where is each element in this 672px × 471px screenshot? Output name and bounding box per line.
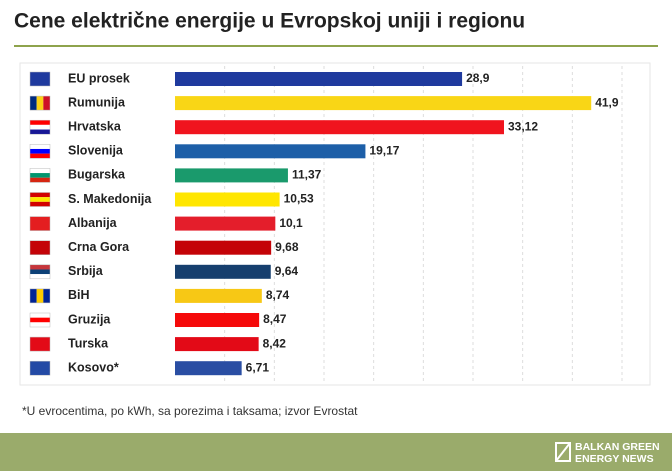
flag-border bbox=[29, 216, 51, 231]
bar bbox=[175, 192, 280, 207]
bar bbox=[175, 288, 262, 303]
logo-text: BALKAN GREEN bbox=[575, 441, 660, 453]
bar bbox=[175, 337, 259, 352]
flag-border bbox=[29, 240, 51, 255]
flag-stripe bbox=[30, 177, 50, 183]
y-tick-label: Kosovo* bbox=[68, 360, 119, 374]
data-label: 9,64 bbox=[275, 264, 299, 278]
footnote: *U evrocentima, po kWh, sa porezima i ta… bbox=[22, 404, 358, 418]
y-tick-label: Gruzija bbox=[68, 312, 111, 326]
flag-stripe bbox=[43, 288, 50, 303]
logo-icon bbox=[555, 442, 571, 462]
flag-stripe bbox=[30, 240, 50, 255]
data-label: 11,37 bbox=[292, 168, 322, 182]
flag-stripe bbox=[30, 148, 50, 154]
flag-stripe bbox=[30, 264, 50, 270]
data-label: 28,9 bbox=[466, 71, 490, 85]
flag-stripe bbox=[30, 288, 37, 303]
data-label: 41,9 bbox=[595, 95, 619, 109]
flag-stripe bbox=[30, 96, 37, 111]
chart-frame bbox=[19, 62, 651, 386]
y-tick-label: Srbija bbox=[68, 264, 104, 278]
y-tick-label: EU prosek bbox=[68, 71, 130, 85]
flag-stripe bbox=[43, 96, 50, 111]
y-tick-label: Bugarska bbox=[68, 168, 126, 182]
flag-stripe bbox=[30, 120, 50, 125]
flag-stripe bbox=[30, 192, 50, 198]
flag-border bbox=[29, 312, 51, 328]
flag-stripe bbox=[30, 337, 50, 352]
y-tick-label: Crna Gora bbox=[68, 240, 130, 254]
flag-stripe bbox=[36, 96, 44, 111]
data-label: 8,42 bbox=[263, 336, 287, 350]
data-label: 10,53 bbox=[284, 192, 314, 206]
y-tick-label: Hrvatska bbox=[68, 119, 122, 133]
flag-border bbox=[29, 192, 51, 207]
data-label: 9,68 bbox=[275, 240, 299, 254]
data-label: 19,17 bbox=[369, 143, 399, 157]
flag-stripe bbox=[30, 124, 50, 130]
bar bbox=[175, 240, 272, 255]
flag-border bbox=[29, 360, 51, 376]
flag-stripe bbox=[30, 173, 50, 178]
flag-border bbox=[29, 264, 51, 280]
flag-border bbox=[29, 144, 51, 159]
flag-stripe bbox=[30, 144, 50, 149]
y-tick-label: Slovenija bbox=[68, 144, 124, 158]
bar bbox=[175, 168, 288, 183]
data-label: 33,12 bbox=[508, 119, 538, 133]
flag-border bbox=[29, 119, 51, 135]
data-label: 6,71 bbox=[246, 360, 270, 374]
bar bbox=[175, 120, 504, 135]
flag-stripe bbox=[30, 274, 50, 279]
flag-stripe bbox=[30, 216, 50, 231]
flag-stripe bbox=[30, 168, 50, 174]
flag-stripe bbox=[30, 361, 50, 376]
bar bbox=[175, 72, 463, 86]
data-label: 8,47 bbox=[263, 312, 287, 326]
y-tick-label: Rumunija bbox=[68, 95, 126, 109]
data-label: 10,1 bbox=[279, 216, 303, 230]
flag-stripe bbox=[30, 317, 50, 323]
y-tick-label: S. Makedonija bbox=[68, 192, 152, 206]
bar bbox=[175, 144, 366, 159]
flag-border bbox=[29, 336, 51, 352]
y-tick-label: BiH bbox=[68, 288, 90, 302]
flag-stripe bbox=[30, 201, 50, 207]
y-tick-label: Albanija bbox=[68, 216, 118, 230]
chart-title: Cene električne energije u Evropskoj uni… bbox=[14, 10, 525, 33]
bar bbox=[175, 361, 242, 376]
logo-text: ENERGY NEWS bbox=[575, 453, 654, 465]
flag-border bbox=[29, 95, 51, 111]
bar bbox=[175, 216, 276, 231]
flag-stripe bbox=[36, 288, 44, 303]
flag-stripe bbox=[30, 153, 50, 159]
bar bbox=[175, 264, 271, 279]
flag-stripe bbox=[30, 129, 50, 135]
flag-stripe bbox=[30, 322, 50, 327]
flag-stripe bbox=[30, 72, 50, 86]
bar bbox=[175, 313, 260, 327]
footer-band bbox=[0, 433, 672, 471]
flag-stripe bbox=[30, 313, 50, 318]
data-label: 8,74 bbox=[266, 288, 290, 302]
y-tick-label: Turska bbox=[68, 336, 109, 350]
flag-border bbox=[29, 288, 51, 304]
flag-stripe bbox=[30, 269, 50, 275]
bar bbox=[175, 96, 592, 111]
flag-stripe bbox=[30, 197, 50, 202]
flag-border bbox=[29, 168, 51, 183]
flag-border bbox=[29, 71, 51, 87]
